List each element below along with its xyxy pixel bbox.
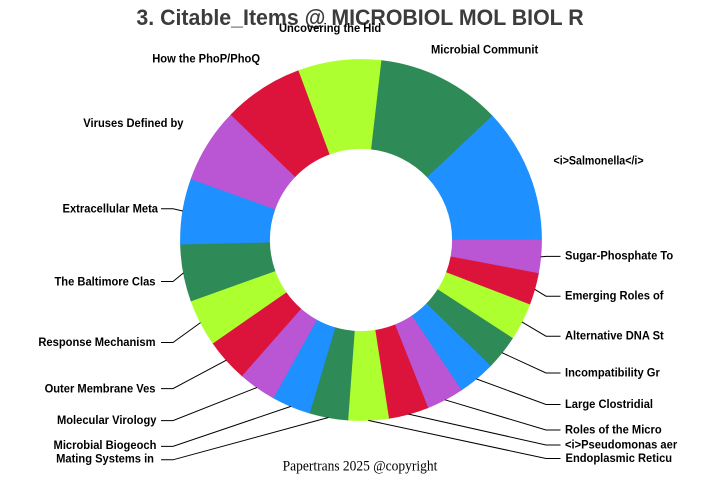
svg-text:Molecular Virology: Molecular Virology: [57, 415, 157, 427]
svg-text:Viruses Defined by: Viruses Defined by: [83, 118, 184, 130]
svg-text:Incompatibility Gr: Incompatibility Gr: [565, 367, 660, 379]
svg-text:Large Clostridial: Large Clostridial: [565, 399, 653, 411]
svg-text:<i>Salmonella</i>: <i>Salmonella</i>: [554, 155, 644, 168]
svg-text:How the PhoP/PhoQ: How the PhoP/PhoQ: [152, 53, 260, 65]
svg-text:Alternative DNA St: Alternative DNA St: [565, 330, 664, 342]
svg-text:Outer Membrane Ves: Outer Membrane Ves: [45, 383, 156, 395]
svg-text:<i>Pseudomonas aer: <i>Pseudomonas aer: [565, 439, 678, 451]
svg-text:Endoplasmic Reticu: Endoplasmic Reticu: [566, 453, 673, 465]
svg-text:Papertrans 2025 @copyright: Papertrans 2025 @copyright: [283, 458, 438, 475]
svg-text:Sugar-Phosphate To: Sugar-Phosphate To: [565, 250, 673, 262]
svg-text:Mating Systems in: Mating Systems in: [56, 453, 154, 465]
svg-text:Microbial Communit: Microbial Communit: [431, 44, 538, 56]
svg-text:Response Mechanism: Response Mechanism: [38, 337, 155, 349]
svg-text:Microbial Biogeoch: Microbial Biogeoch: [54, 440, 157, 452]
svg-text:Extracellular Meta: Extracellular Meta: [63, 203, 159, 215]
svg-text:3. Citable_Items @ MICROBIOL M: 3. Citable_Items @ MICROBIOL MOL BIOL R: [136, 5, 584, 30]
svg-text:Uncovering the Hid: Uncovering the Hid: [279, 22, 381, 34]
svg-text:The Baltimore Clas: The Baltimore Clas: [54, 276, 155, 288]
svg-text:Emerging Roles of: Emerging Roles of: [565, 290, 664, 302]
svg-text:Roles of the Micro: Roles of the Micro: [565, 424, 662, 436]
